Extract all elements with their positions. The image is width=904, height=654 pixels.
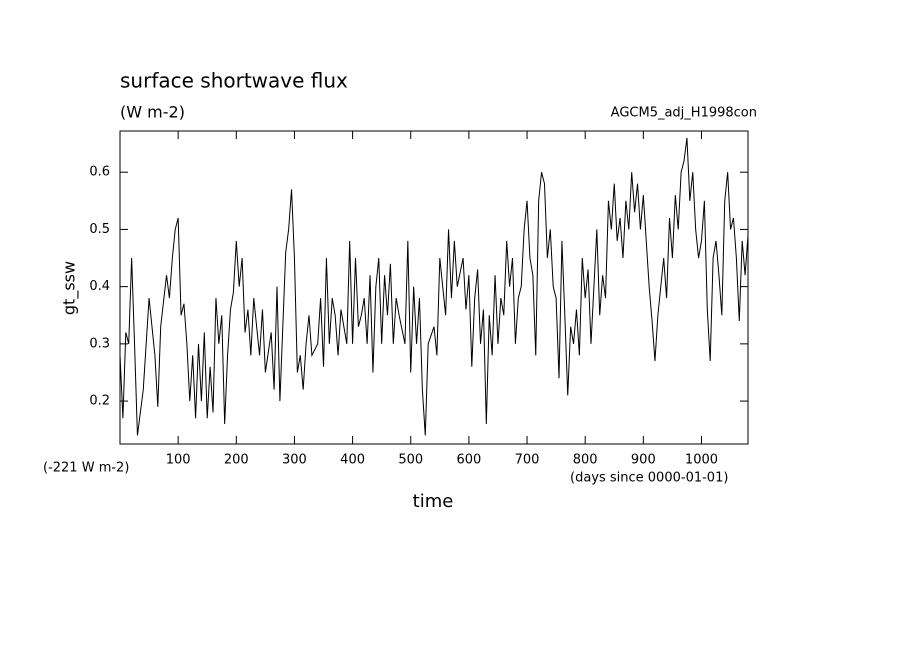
x-tick-label: 200 bbox=[224, 453, 249, 468]
y-tick-label: 0.4 bbox=[89, 279, 110, 294]
y-tick-label: 0.2 bbox=[89, 394, 110, 409]
y-tick-label: 0.6 bbox=[89, 165, 110, 180]
x-tick-label: 300 bbox=[282, 453, 307, 468]
offset-label: (-221 W m-2) bbox=[43, 461, 129, 476]
x-tick-label: 600 bbox=[456, 453, 481, 468]
x-tick-label: 400 bbox=[340, 453, 365, 468]
x-tick-label: 500 bbox=[398, 453, 423, 468]
x-tick-label: 800 bbox=[573, 453, 598, 468]
x-tick-label: 900 bbox=[631, 453, 656, 468]
chart-subtitle: (W m-2) bbox=[120, 103, 185, 122]
x-tick-label: 700 bbox=[515, 453, 540, 468]
data-line bbox=[119, 137, 749, 436]
run-label: AGCM5_adj_H1998con bbox=[611, 106, 757, 121]
plot-frame bbox=[119, 130, 749, 445]
x-axis-label: time bbox=[413, 491, 454, 512]
x-tick-label: 100 bbox=[166, 453, 191, 468]
chart-title: surface shortwave flux bbox=[120, 69, 348, 93]
y-tick-label: 0.5 bbox=[89, 222, 110, 237]
x-tick-label: 1000 bbox=[685, 453, 718, 468]
y-tick-label: 0.3 bbox=[89, 336, 110, 351]
x-units: (days since 0000-01-01) bbox=[570, 471, 728, 486]
y-axis-label: gt_ssw bbox=[60, 261, 80, 315]
